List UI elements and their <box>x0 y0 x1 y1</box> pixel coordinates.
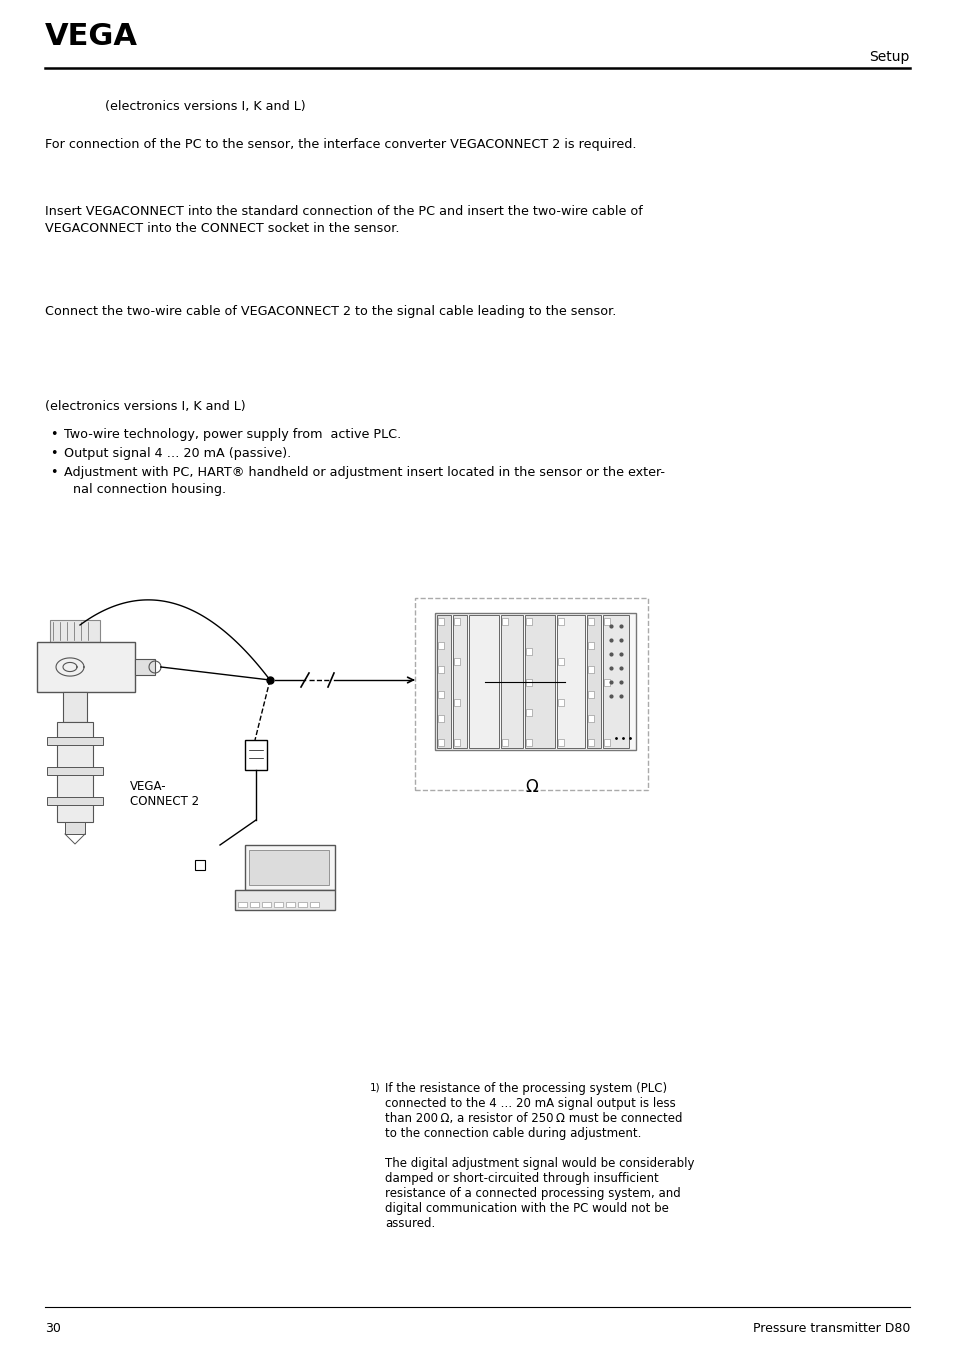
Bar <box>437 715 443 722</box>
Text: (electronics versions I, K and L): (electronics versions I, K and L) <box>105 100 305 114</box>
Text: VEGA: VEGA <box>45 22 138 51</box>
Text: Insert VEGACONNECT into the standard connection of the PC and insert the two-wir: Insert VEGACONNECT into the standard con… <box>45 206 642 218</box>
Bar <box>437 667 443 673</box>
Bar <box>603 618 609 625</box>
Bar <box>245 740 267 771</box>
Bar <box>286 902 294 907</box>
Bar <box>37 642 135 692</box>
Bar <box>237 902 247 907</box>
Bar <box>469 615 498 748</box>
Bar <box>454 658 459 665</box>
Text: VEGACONNECT into the CONNECT socket in the sensor.: VEGACONNECT into the CONNECT socket in t… <box>45 222 399 235</box>
Bar <box>587 642 594 649</box>
Bar <box>234 890 335 910</box>
Text: Output signal 4 … 20 mA (passive).: Output signal 4 … 20 mA (passive). <box>64 448 291 460</box>
Bar <box>501 618 507 625</box>
Bar <box>525 708 532 715</box>
Text: •: • <box>50 466 57 479</box>
Bar <box>454 699 459 706</box>
Bar <box>524 615 555 748</box>
Text: nal connection housing.: nal connection housing. <box>73 483 226 496</box>
Bar <box>454 618 459 625</box>
Bar <box>47 767 103 775</box>
Bar <box>249 850 329 886</box>
Bar <box>194 860 205 869</box>
Text: than 200 Ω, a resistor of 250 Ω must be connected: than 200 Ω, a resistor of 250 Ω must be … <box>385 1111 681 1125</box>
Bar <box>587 691 594 698</box>
Bar <box>437 618 443 625</box>
Bar <box>587 667 594 673</box>
Text: to the connection cable during adjustment.: to the connection cable during adjustmen… <box>385 1128 640 1140</box>
Bar <box>274 902 283 907</box>
Bar <box>437 740 443 746</box>
Bar <box>436 615 451 748</box>
Bar <box>453 615 467 748</box>
Text: resistance of a connected processing system, and: resistance of a connected processing sys… <box>385 1187 680 1201</box>
Bar <box>310 902 318 907</box>
Bar <box>47 737 103 745</box>
Bar <box>586 615 600 748</box>
Bar <box>454 740 459 746</box>
Bar <box>437 691 443 698</box>
Text: digital communication with the PC would not be: digital communication with the PC would … <box>385 1202 668 1215</box>
Text: Pressure transmitter D80: Pressure transmitter D80 <box>752 1322 909 1334</box>
Bar <box>47 796 103 804</box>
Bar <box>525 740 532 746</box>
Text: •: • <box>50 429 57 441</box>
Bar <box>57 722 92 822</box>
Bar <box>135 658 154 675</box>
Text: Connect the two-wire cable of VEGACONNECT 2 to the signal cable leading to the s: Connect the two-wire cable of VEGACONNEC… <box>45 306 616 318</box>
Bar <box>558 699 563 706</box>
Bar <box>297 902 307 907</box>
Bar <box>525 648 532 656</box>
Bar <box>501 740 507 746</box>
Bar <box>250 902 258 907</box>
Bar <box>435 612 636 750</box>
Bar <box>415 598 647 790</box>
Bar <box>245 845 335 890</box>
Text: Setup: Setup <box>869 50 909 64</box>
Bar <box>500 615 522 748</box>
Bar <box>63 692 87 722</box>
Bar <box>558 658 563 665</box>
Bar <box>602 615 628 748</box>
Bar <box>65 822 85 834</box>
Bar <box>262 902 271 907</box>
Bar <box>557 615 584 748</box>
Text: assured.: assured. <box>385 1217 435 1230</box>
Bar <box>50 621 100 642</box>
Bar <box>587 740 594 746</box>
Bar <box>587 715 594 722</box>
Text: 30: 30 <box>45 1322 61 1334</box>
Bar <box>603 679 609 685</box>
Text: The digital adjustment signal would be considerably: The digital adjustment signal would be c… <box>385 1157 694 1169</box>
Text: Ω: Ω <box>524 777 537 796</box>
Bar <box>587 618 594 625</box>
Text: damped or short-circuited through insufficient: damped or short-circuited through insuff… <box>385 1172 659 1184</box>
Text: 1): 1) <box>370 1082 380 1092</box>
Text: Adjustment with PC, HART® handheld or adjustment insert located in the sensor or: Adjustment with PC, HART® handheld or ad… <box>64 466 664 479</box>
Text: For connection of the PC to the sensor, the interface converter VEGACONNECT 2 is: For connection of the PC to the sensor, … <box>45 138 636 151</box>
Text: Two-wire technology, power supply from  active PLC.: Two-wire technology, power supply from a… <box>64 429 401 441</box>
Text: •: • <box>50 448 57 460</box>
Bar <box>525 679 532 685</box>
Text: (electronics versions I, K and L): (electronics versions I, K and L) <box>45 400 245 412</box>
Bar <box>525 618 532 625</box>
Text: If the resistance of the processing system (PLC): If the resistance of the processing syst… <box>385 1082 666 1095</box>
Bar <box>558 740 563 746</box>
Bar <box>603 740 609 746</box>
Text: VEGA-
CONNECT 2: VEGA- CONNECT 2 <box>130 780 199 808</box>
Bar <box>558 618 563 625</box>
Text: connected to the 4 … 20 mA signal output is less: connected to the 4 … 20 mA signal output… <box>385 1096 675 1110</box>
Bar <box>437 642 443 649</box>
